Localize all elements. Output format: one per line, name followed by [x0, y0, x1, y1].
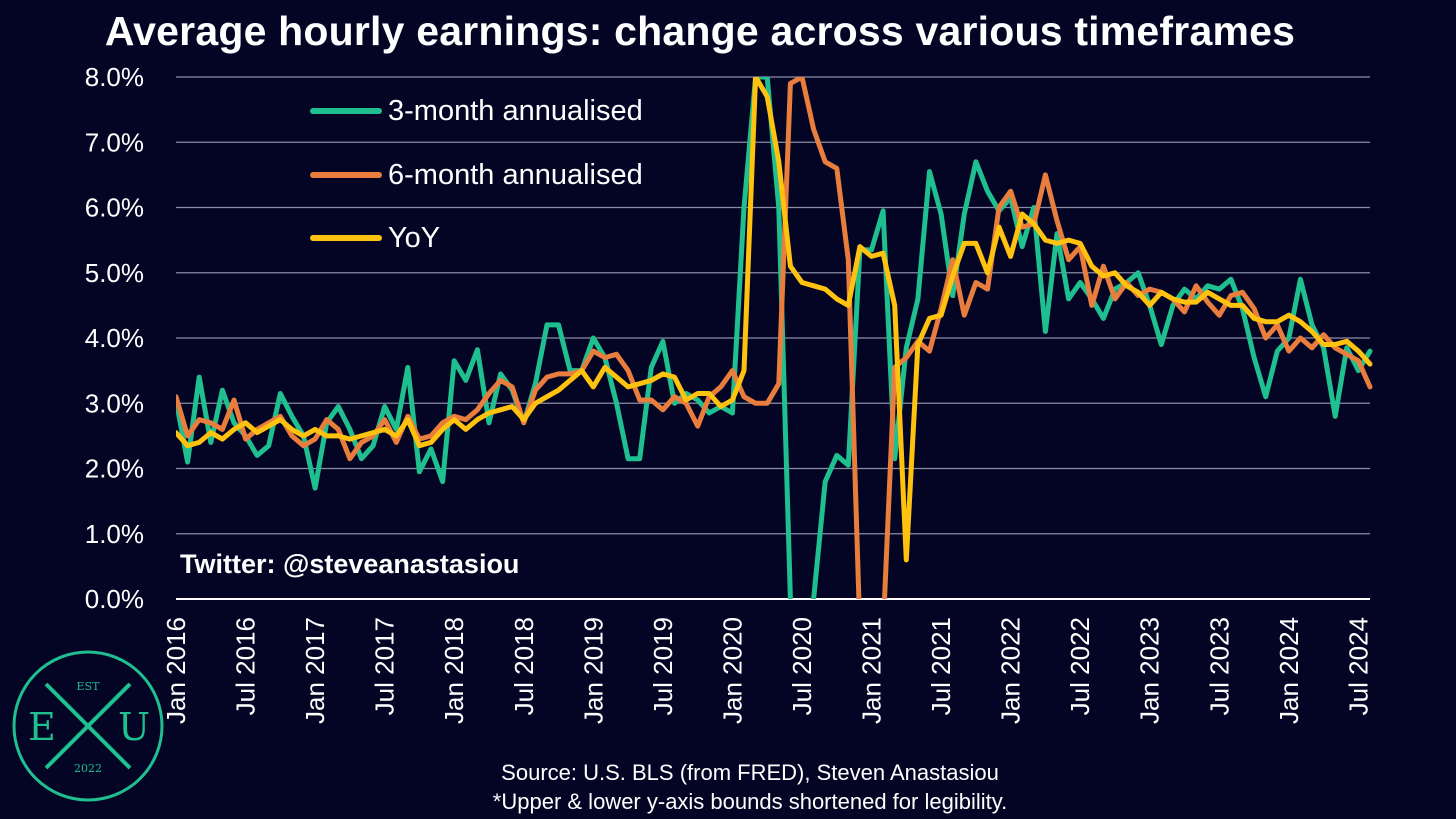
chart-footnote: Source: U.S. BLS (from FRED), Steven Ana… — [260, 758, 1240, 816]
x-tick-label: Jan 2019 — [578, 617, 608, 724]
x-tick-label: Jan 2024 — [1274, 617, 1304, 724]
y-tick-label: 6.0% — [85, 193, 144, 223]
x-tick-label: Jul 2023 — [1204, 617, 1234, 715]
twitter-handle-watermark: Twitter: @steveanastasiou — [180, 549, 520, 579]
x-tick-label: Jan 2020 — [717, 617, 747, 724]
source-text: Source: U.S. BLS (from FRED), Steven Ana… — [501, 760, 999, 785]
axis-note-text: *Upper & lower y-axis bounds shortened f… — [492, 789, 1008, 814]
y-tick-label: 7.0% — [85, 127, 144, 157]
x-tick-label: Jul 2024 — [1343, 617, 1373, 715]
gridlines — [176, 76, 1370, 600]
series-line-yoy — [176, 77, 1373, 563]
legend-swatch-yoy — [310, 235, 382, 241]
x-tick-label: Jan 2017 — [300, 617, 330, 724]
y-tick-label: 3.0% — [85, 388, 144, 418]
x-tick-label: Jan 2022 — [996, 617, 1026, 724]
x-tick-label: Jul 2018 — [509, 617, 539, 715]
y-axis-tick-labels: 0.0% 1.0% 2.0% 3.0% 4.0% 5.0% 6.0% 7.0% 8.0% — [85, 62, 144, 614]
x-axis-tick-labels: Jan 2016 Jul 2016 Jan 2017 Jul 2017 Jan 2018… — [161, 617, 1373, 724]
x-tick-label: Jan 2016 — [161, 617, 191, 724]
x-tick-label: Jul 2021 — [926, 617, 956, 715]
y-tick-label: 4.0% — [85, 323, 144, 353]
x-tick-label: Jul 2019 — [648, 617, 678, 715]
y-tick-label: 0.0% — [85, 584, 144, 614]
legend-item-six-month: 6-month annualised — [310, 155, 643, 195]
svg-text:U: U — [118, 705, 150, 749]
svg-text:E: E — [28, 705, 56, 749]
legend-item-yoy: YoY — [310, 218, 440, 258]
y-tick-label: 2.0% — [85, 454, 144, 484]
svg-text:EST: EST — [77, 680, 101, 693]
x-tick-label: Jul 2017 — [370, 617, 400, 715]
x-tick-label: Jan 2018 — [439, 617, 469, 724]
legend-label-three-month: 3-month annualised — [388, 94, 643, 127]
x-tick-label: Jul 2016 — [231, 617, 261, 715]
y-tick-label: 8.0% — [85, 62, 144, 92]
exu-logo: EST E U 2022 — [12, 650, 164, 802]
y-tick-label: 1.0% — [85, 519, 144, 549]
legend-label-yoy: YoY — [388, 221, 441, 254]
y-tick-label: 5.0% — [85, 258, 144, 288]
x-tick-label: Jan 2023 — [1135, 617, 1165, 724]
legend-item-three-month: 3-month annualised — [310, 91, 643, 131]
legend-swatch-six-month — [310, 172, 382, 178]
x-tick-label: Jul 2022 — [1065, 617, 1095, 715]
legend-swatch-three-month — [310, 108, 382, 114]
x-tick-label: Jul 2020 — [787, 617, 817, 715]
x-tick-label: Jan 2021 — [857, 617, 887, 724]
series-lines — [176, 77, 1373, 599]
chart-title: Average hourly earnings: change across v… — [104, 8, 1296, 54]
legend-label-six-month: 6-month annualised — [388, 158, 643, 191]
svg-text:2022: 2022 — [74, 762, 102, 775]
